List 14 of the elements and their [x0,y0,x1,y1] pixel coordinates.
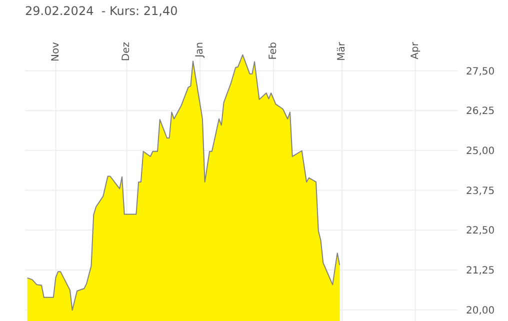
x-tick-label: Apr [410,41,421,60]
chart-title: 29.02.2024 - Kurs: 21,40 [25,4,178,18]
y-tick-label: 25,00 [466,146,495,157]
y-tick-label: 27,50 [466,66,495,78]
y-tick-label: 21,25 [466,266,495,277]
y-tick-label: 20,00 [466,305,495,316]
x-tick-label: Nov [50,42,62,62]
y-tick-label: 22,50 [466,226,495,237]
x-tick-label: Mär [336,41,348,61]
y-tick-label: 23,75 [466,186,495,197]
y-tick-label: 26,25 [466,106,495,118]
x-tick-label: Dez [121,42,132,62]
x-tick-label: Feb [268,42,279,60]
x-tick-label: Jan [194,42,206,58]
